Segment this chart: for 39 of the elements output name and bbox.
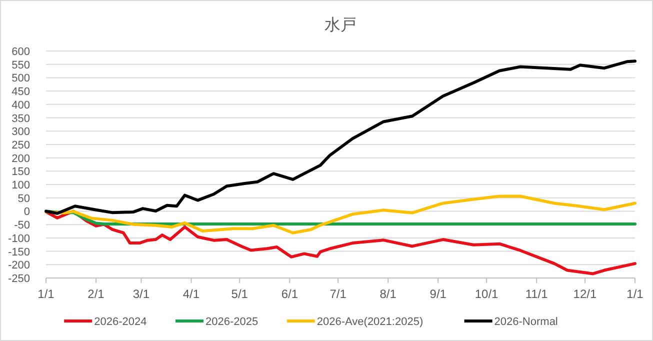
y-tick-label: -100 xyxy=(8,232,30,245)
y-tick-label: -50 xyxy=(14,220,30,232)
x-tick-label: 1/1 xyxy=(626,287,644,301)
line-series xyxy=(44,210,636,276)
legend-label: 2026-2025 xyxy=(206,316,258,328)
x-tick-label: 5/1 xyxy=(231,287,248,301)
line-series xyxy=(44,60,636,215)
y-tick-label: 100 xyxy=(12,180,30,192)
x-tick-label: 1/1 xyxy=(38,287,55,301)
y-tick-label: -250 xyxy=(8,273,30,285)
y-tick-label: 350 xyxy=(12,112,30,125)
legend-label: 2026-Ave(2021:2025) xyxy=(316,316,424,328)
legend-label: 2026-2024 xyxy=(94,316,147,328)
line-series xyxy=(44,194,636,234)
y-tick-label: -200 xyxy=(8,260,30,272)
y-tick-label: 500 xyxy=(12,72,30,85)
x-tick-label: 11/1 xyxy=(525,287,548,301)
x-tick-label: 8/1 xyxy=(380,287,397,301)
x-tick-label: 7/1 xyxy=(330,287,347,301)
y-tick-label: -150 xyxy=(8,246,30,258)
y-tick-label: 150 xyxy=(12,166,30,178)
y-tick-label: 300 xyxy=(12,126,30,138)
x-tick-label: 12/1 xyxy=(573,287,597,301)
y-tick-label: 450 xyxy=(12,86,30,98)
y-tick-label: 250 xyxy=(12,139,30,152)
x-tick-label: 4/1 xyxy=(182,287,200,301)
y-tick-label: 200 xyxy=(12,152,30,165)
y-tick-label: 400 xyxy=(12,99,30,112)
x-tick-label: 2/1 xyxy=(88,287,105,301)
legend-label: 2026-Normal xyxy=(494,316,558,328)
x-tick-label: 3/1 xyxy=(132,287,150,301)
y-tick-label: 600 xyxy=(12,46,30,58)
y-tick-label: 0 xyxy=(24,206,30,218)
y-tick-label: 550 xyxy=(12,59,30,72)
x-tick-label: 10/1 xyxy=(474,287,499,301)
x-tick-label: 6/1 xyxy=(281,287,298,301)
x-tick-label: 9/1 xyxy=(430,287,447,301)
y-tick-label: 50 xyxy=(18,192,30,205)
chart-title: 水戸 xyxy=(324,16,356,34)
